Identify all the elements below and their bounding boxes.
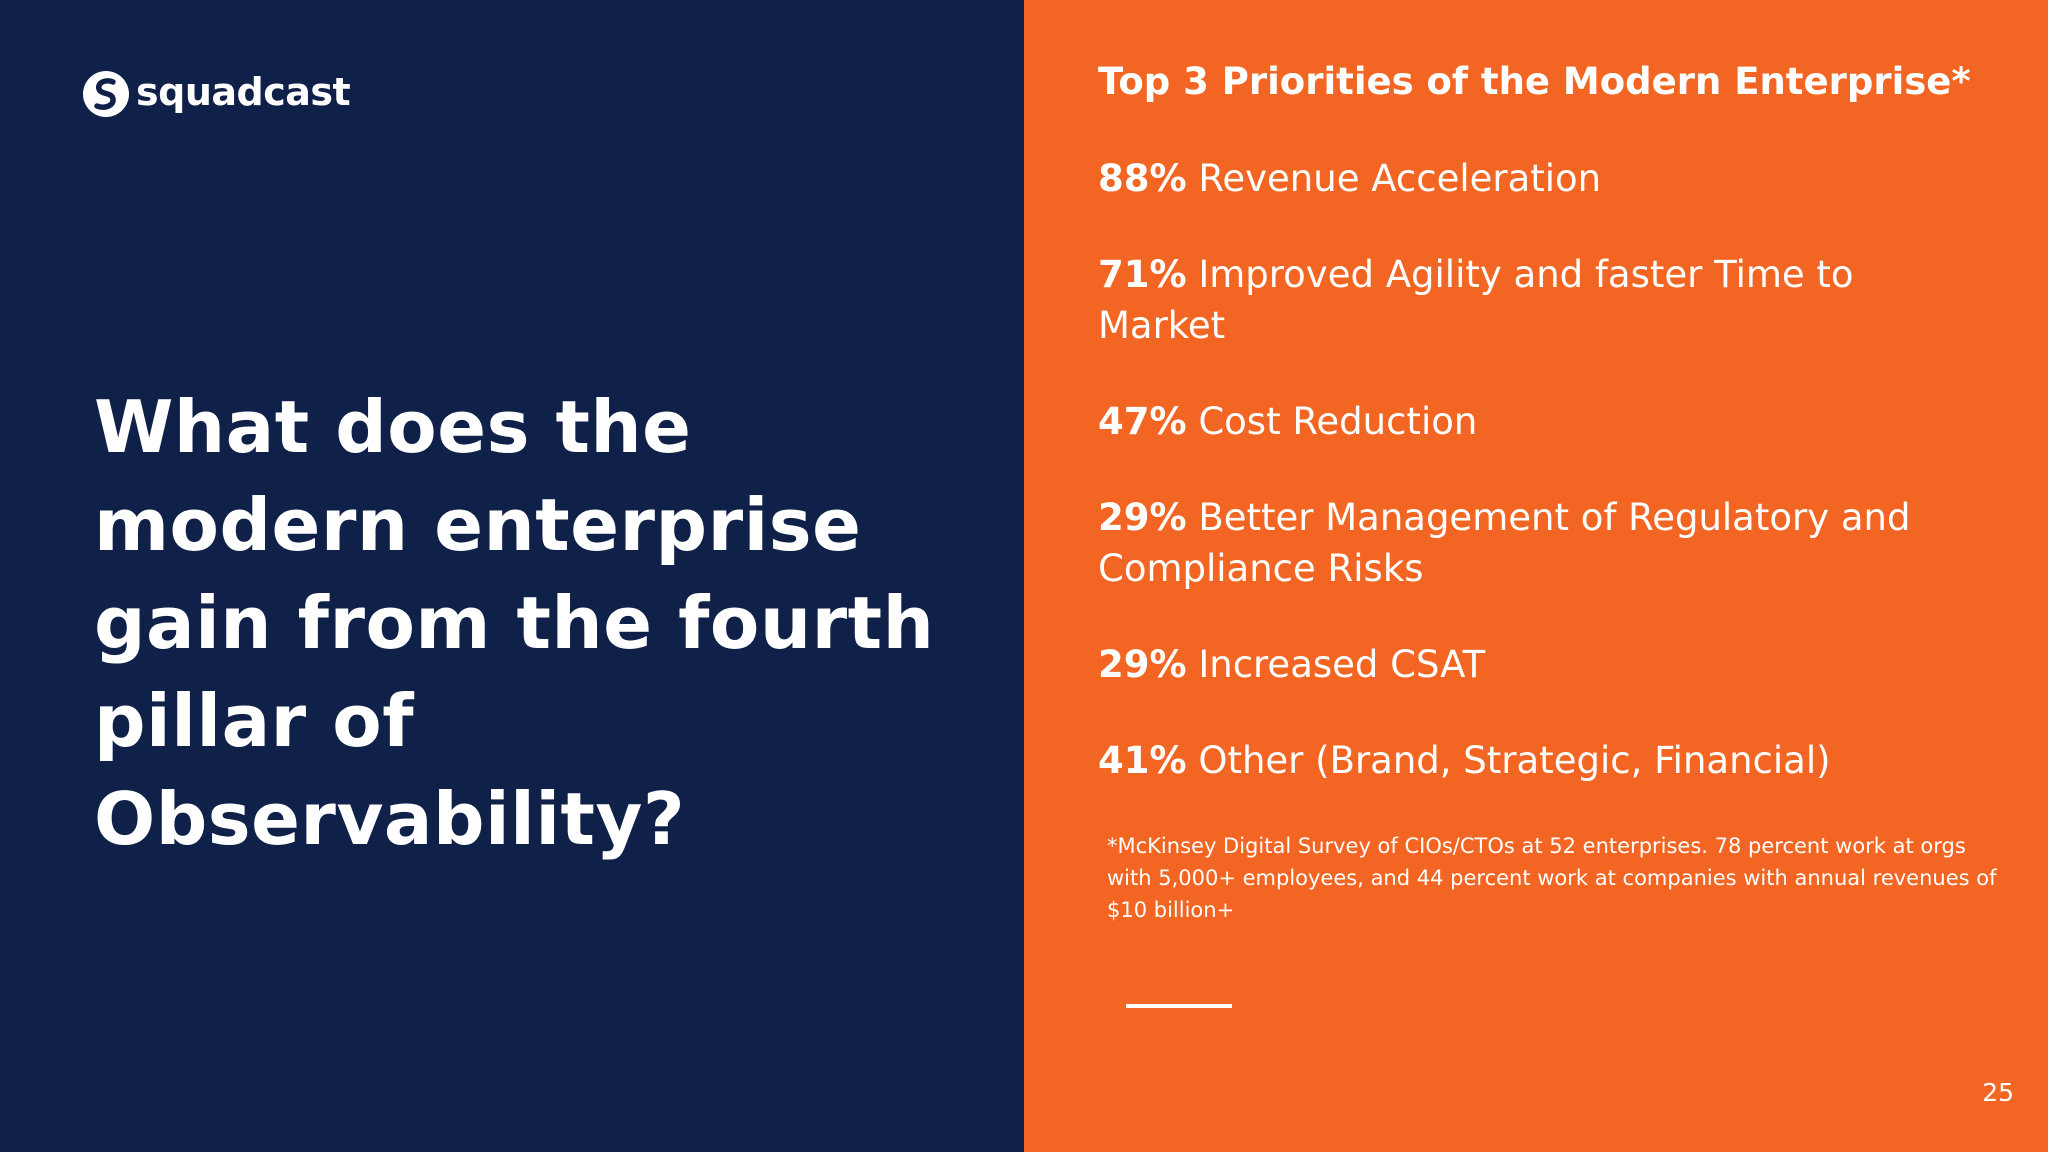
footnote: *McKinsey Digital Survey of CIOs/CTOs at… <box>1107 834 1997 922</box>
squadcast-logo-icon <box>83 71 129 117</box>
priority-label: Better Management of Regulatory and Comp… <box>1098 496 1911 590</box>
priority-label: Cost Reduction <box>1198 400 1478 443</box>
accent-divider <box>1126 1004 1232 1008</box>
right-panel <box>1024 0 2048 1152</box>
priority-label: Improved Agility and faster Time to Mark… <box>1098 253 1854 347</box>
priorities-title: Top 3 Priorities of the Modern Enterpris… <box>1098 60 1971 103</box>
priority-percent: 41% <box>1098 739 1187 782</box>
priority-percent: 88% <box>1098 157 1187 200</box>
priority-item: 29% Increased CSAT <box>1098 639 1958 690</box>
priority-item: 71% Improved Agility and faster Time to … <box>1098 249 1958 351</box>
left-panel <box>0 0 1024 1152</box>
priority-percent: 47% <box>1098 400 1187 443</box>
priority-percent: 29% <box>1098 496 1187 539</box>
page-number: 25 <box>1982 1078 2014 1107</box>
priority-item: 47% Cost Reduction <box>1098 396 1958 447</box>
squadcast-logo: squadcast <box>82 70 351 118</box>
slide-headline: What does the modern enterprise gain fro… <box>94 385 935 861</box>
priority-item: 41% Other (Brand, Strategic, Financial) <box>1098 735 1958 786</box>
logo-text: squadcast <box>136 70 351 114</box>
priority-label: Other (Brand, Strategic, Financial) <box>1198 739 1831 782</box>
priority-item: 88% Revenue Acceleration <box>1098 153 1958 204</box>
priority-label: Revenue Acceleration <box>1198 157 1602 200</box>
priority-percent: 71% <box>1098 253 1187 296</box>
priority-label: Increased CSAT <box>1198 643 1486 686</box>
priority-percent: 29% <box>1098 643 1187 686</box>
priority-item: 29% Better Management of Regulatory and … <box>1098 492 1958 594</box>
